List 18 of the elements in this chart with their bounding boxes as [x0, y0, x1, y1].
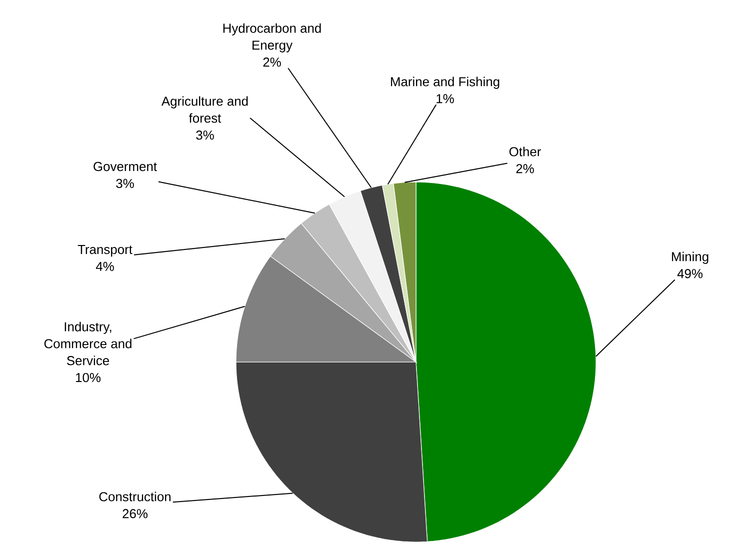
slice-label: Hydrocarbon and Energy — [223, 23, 321, 52]
data-label: 26% — [122, 509, 148, 518]
data-label: 2% — [263, 58, 281, 67]
slice-label: Industry, Commerce and Service — [44, 322, 132, 366]
data-label: 49% — [677, 269, 703, 278]
slice-label: Mining — [672, 252, 708, 264]
slice-label: Construction — [99, 492, 171, 502]
data-label: 1% — [436, 94, 454, 104]
data-label: 4% — [96, 262, 114, 271]
data-label: 3% — [116, 178, 134, 188]
slice-label: Agriculture and forest — [161, 96, 248, 123]
data-label: 2% — [516, 164, 534, 174]
data-label: 3% — [196, 130, 214, 140]
slice-label: Goverment — [94, 162, 157, 172]
slice-label: Transport — [78, 245, 132, 257]
slice-label: Marine and Fishing — [390, 76, 500, 89]
data-label: 10% — [76, 372, 101, 382]
slice-label: Other — [509, 146, 541, 156]
